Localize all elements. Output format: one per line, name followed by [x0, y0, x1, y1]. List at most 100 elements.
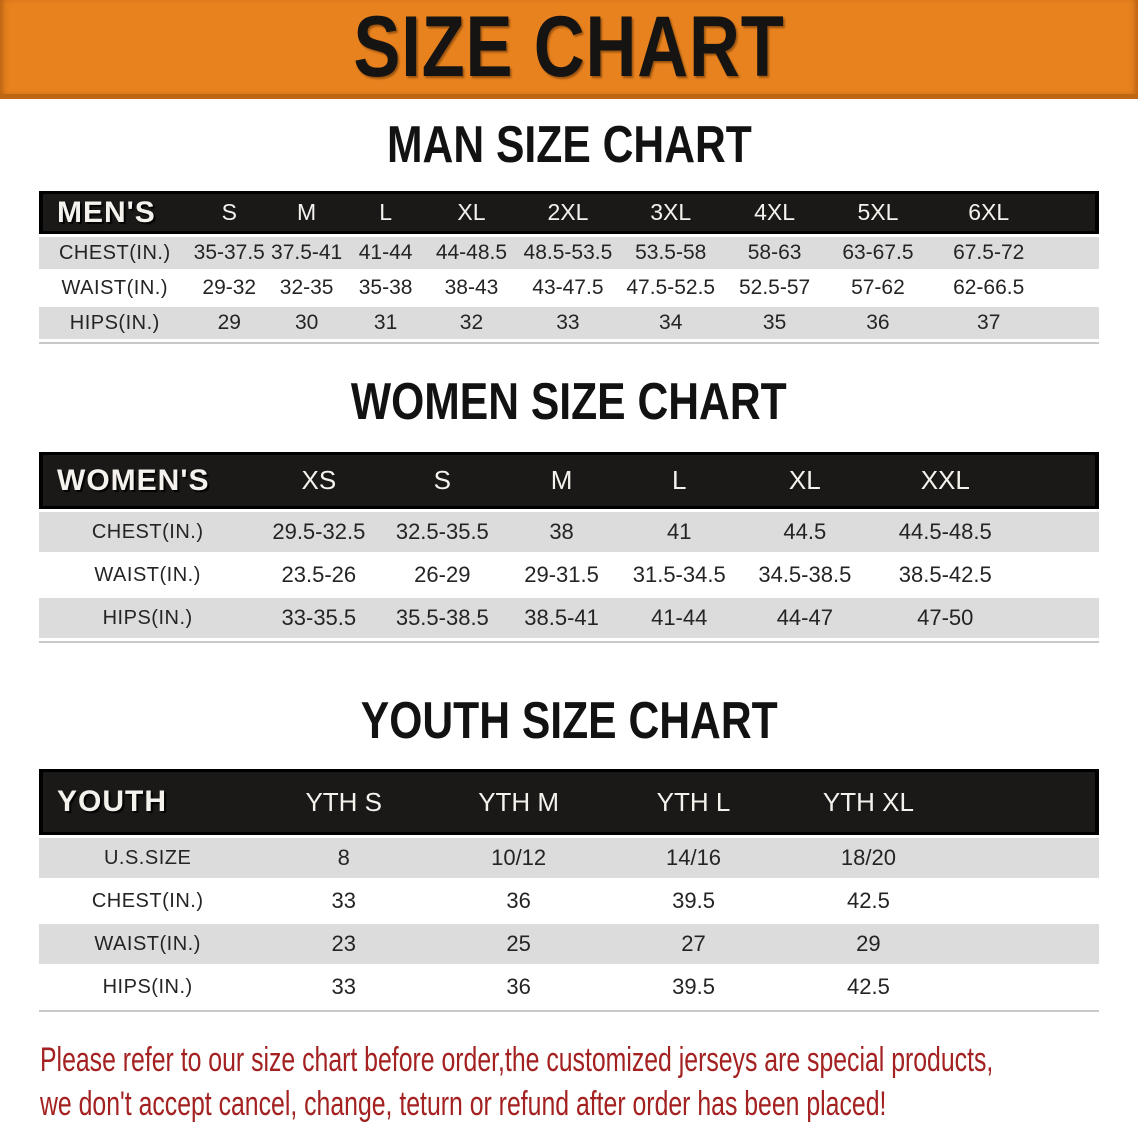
table-cell: 34.5-38.5 [738, 555, 872, 595]
table-cell: 39.5 [606, 967, 781, 1007]
youth-size-col: YTH XL [780, 769, 956, 835]
table-cell: 26-29 [381, 555, 504, 595]
table-cell: 44-48.5 [425, 237, 518, 269]
table-cell: 35-37.5 [190, 237, 268, 269]
table-cell: 38.5-41 [503, 598, 620, 638]
table-cell: 41 [619, 512, 739, 552]
womens-size-col: S [381, 452, 504, 509]
table-cell: 67.5-72 [929, 237, 1049, 269]
disclaimer-line-2: we don't accept cancel, change, teturn o… [40, 1085, 887, 1123]
womens-size-table: WOMEN'S XS S M L XL XXL CHEST(IN.) 29.5-… [39, 449, 1099, 643]
table-cell: 32.5-35.5 [381, 512, 504, 552]
table-cell: 63-67.5 [826, 237, 930, 269]
table-cell: 36 [431, 967, 607, 1007]
mens-size-col: S [190, 191, 268, 234]
womens-header-label: WOMEN'S [39, 452, 257, 509]
table-cell: 37 [929, 307, 1049, 339]
table-cell: 35 [722, 307, 827, 339]
row-spacer [955, 838, 1099, 878]
table-cell: 33-35.5 [256, 598, 382, 638]
table-row: WAIST(IN.) 29-32 32-35 35-38 38-43 43-47… [39, 272, 1099, 304]
womens-size-col: M [503, 452, 620, 509]
table-cell: 32-35 [267, 272, 346, 304]
table-row: U.S.SIZE 8 10/12 14/16 18/20 [39, 838, 1099, 878]
youth-header-label: YOUTH [39, 769, 257, 835]
table-cell: 29 [190, 307, 268, 339]
row-label: HIPS(IN.) [39, 967, 257, 1007]
table-cell: 35-38 [345, 272, 426, 304]
table-cell: 25 [431, 924, 607, 964]
table-row: WAIST(IN.) 23 25 27 29 [39, 924, 1099, 964]
table-cell: 41-44 [345, 237, 426, 269]
table-cell: 31 [345, 307, 426, 339]
table-cell: 33 [256, 967, 432, 1007]
table-cell: 23 [256, 924, 432, 964]
mens-size-col: 2XL [517, 191, 619, 234]
disclaimer-line-1: Please refer to our size chart before or… [40, 1041, 994, 1079]
table-row: HIPS(IN.) 33-35.5 35.5-38.5 38.5-41 41-4… [39, 598, 1099, 638]
table-cell: 10/12 [431, 838, 607, 878]
table-cell: 44.5 [738, 512, 872, 552]
table-cell: 58-63 [722, 237, 827, 269]
table-cell: 33 [517, 307, 619, 339]
row-spacer [1048, 272, 1099, 304]
header-spacer [1019, 452, 1099, 509]
table-cell: 38.5-42.5 [871, 555, 1020, 595]
table-cell: 36 [826, 307, 930, 339]
table-cell: 23.5-26 [256, 555, 382, 595]
table-row: CHEST(IN.) 29.5-32.5 32.5-35.5 38 41 44.… [39, 512, 1099, 552]
table-cell: 35.5-38.5 [381, 598, 504, 638]
row-label: HIPS(IN.) [39, 307, 191, 339]
table-cell: 27 [606, 924, 781, 964]
row-label: CHEST(IN.) [39, 881, 257, 921]
table-cell: 62-66.5 [929, 272, 1049, 304]
table-cell: 34 [618, 307, 723, 339]
youth-size-col: YTH M [431, 769, 607, 835]
row-label: CHEST(IN.) [39, 512, 257, 552]
header-spacer [955, 769, 1099, 835]
row-spacer [955, 924, 1099, 964]
table-cell: 57-62 [826, 272, 930, 304]
table-cell: 53.5-58 [618, 237, 723, 269]
table-row: HIPS(IN.) 29 30 31 32 33 34 35 36 37 [39, 307, 1099, 339]
table-cell: 38-43 [425, 272, 518, 304]
size-chart-banner: SIZE CHART [0, 0, 1138, 99]
mens-size-col: 4XL [722, 191, 827, 234]
section-title-man-text: MAN SIZE CHART [386, 116, 752, 174]
table-row: CHEST(IN.) 35-37.5 37.5-41 41-44 44-48.5… [39, 237, 1099, 269]
mens-size-col: M [267, 191, 346, 234]
mens-size-col: L [345, 191, 426, 234]
table-cell: 44.5-48.5 [871, 512, 1020, 552]
table-cell: 14/16 [606, 838, 781, 878]
table-cell: 47-50 [871, 598, 1020, 638]
table-cell: 29 [780, 924, 956, 964]
row-label: WAIST(IN.) [39, 272, 191, 304]
mens-size-col: 6XL [929, 191, 1049, 234]
womens-size-col: XL [738, 452, 872, 509]
womens-size-col: XS [256, 452, 382, 509]
disclaimer: Please refer to our size chart before or… [40, 1038, 1138, 1126]
row-spacer [955, 881, 1099, 921]
table-cell: 8 [256, 838, 432, 878]
section-title-youth-text: YOUTH SIZE CHART [360, 692, 778, 750]
table-cell: 33 [256, 881, 432, 921]
header-spacer [1048, 191, 1099, 234]
row-label: HIPS(IN.) [39, 598, 257, 638]
mens-size-col: 5XL [826, 191, 930, 234]
row-spacer [1048, 307, 1099, 339]
table-cell: 42.5 [780, 881, 956, 921]
section-title-women-text: WOMEN SIZE CHART [351, 373, 787, 431]
mens-header-row: MEN'S S M L XL 2XL 3XL 4XL 5XL 6XL [39, 191, 1099, 234]
table-cell: 29-31.5 [503, 555, 620, 595]
mens-size-table: MEN'S S M L XL 2XL 3XL 4XL 5XL 6XL CHEST… [39, 188, 1099, 344]
row-label: WAIST(IN.) [39, 555, 257, 595]
mens-header-label: MEN'S [39, 191, 191, 234]
table-row: CHEST(IN.) 33 36 39.5 42.5 [39, 881, 1099, 921]
mens-size-col: 3XL [618, 191, 723, 234]
table-cell: 30 [267, 307, 346, 339]
table-cell: 41-44 [619, 598, 739, 638]
table-cell: 44-47 [738, 598, 872, 638]
section-title-women: WOMEN SIZE CHART [0, 373, 1138, 431]
mens-size-col: XL [425, 191, 518, 234]
table-cell: 37.5-41 [267, 237, 346, 269]
